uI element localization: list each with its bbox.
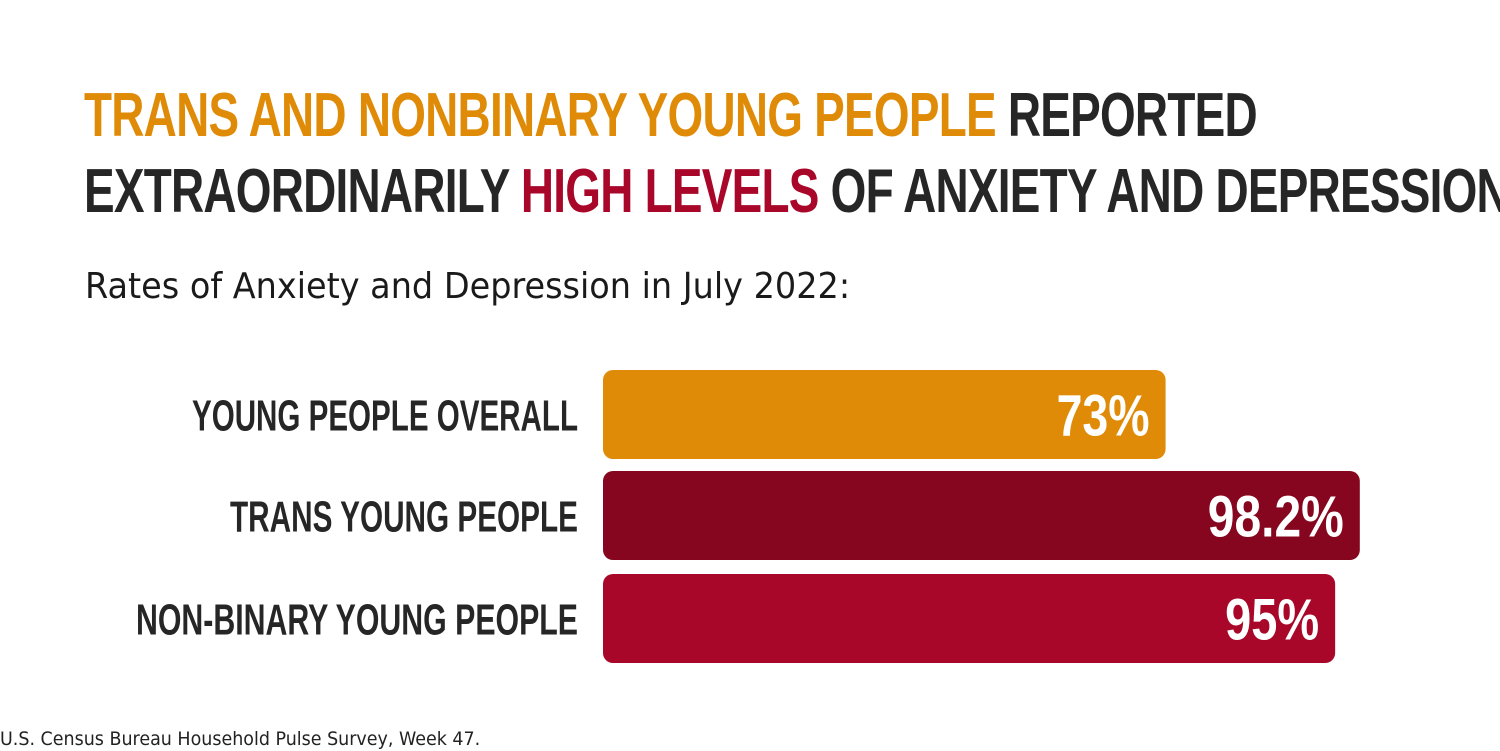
title-text: EXTRAORDINARILY <box>84 157 521 226</box>
category-label: TRANS YOUNG PEOPLE <box>230 493 578 542</box>
chart-title: TRANS AND NONBINARY YOUNG PEOPLE REPORTE… <box>84 78 1500 230</box>
category-label: NON-BINARY YOUNG PEOPLE <box>136 596 578 645</box>
value-label: 95% <box>1225 588 1319 653</box>
title-highlight-orange: TRANS AND NONBINARY YOUNG PEOPLE <box>84 81 997 150</box>
value-label: 73% <box>1057 384 1150 449</box>
title-line-1: TRANS AND NONBINARY YOUNG PEOPLE REPORTE… <box>84 78 1258 154</box>
bar-1 <box>603 370 1166 459</box>
title-text: OF ANXIETY AND DEPRESSION. <box>818 157 1500 226</box>
bar-3 <box>603 574 1336 663</box>
category-label: YOUNG PEOPLE OVERALL <box>192 392 578 441</box>
value-label: 98.2% <box>1208 485 1344 550</box>
bar-2 <box>603 471 1360 560</box>
title-highlight-red: HIGH LEVELS <box>520 157 820 226</box>
chart-subtitle: Rates of Anxiety and Depression in July … <box>85 266 851 307</box>
title-line-2: EXTRAORDINARILY HIGH LEVELS OF ANXIETY A… <box>84 154 1500 230</box>
bar-chart: YOUNG PEOPLE OVERALL 73% TRANS YOUNG PEOPL… <box>136 370 1360 663</box>
source-note: U.S. Census Bureau Household Pulse Surve… <box>0 728 481 750</box>
title-text: REPORTED <box>995 81 1258 150</box>
